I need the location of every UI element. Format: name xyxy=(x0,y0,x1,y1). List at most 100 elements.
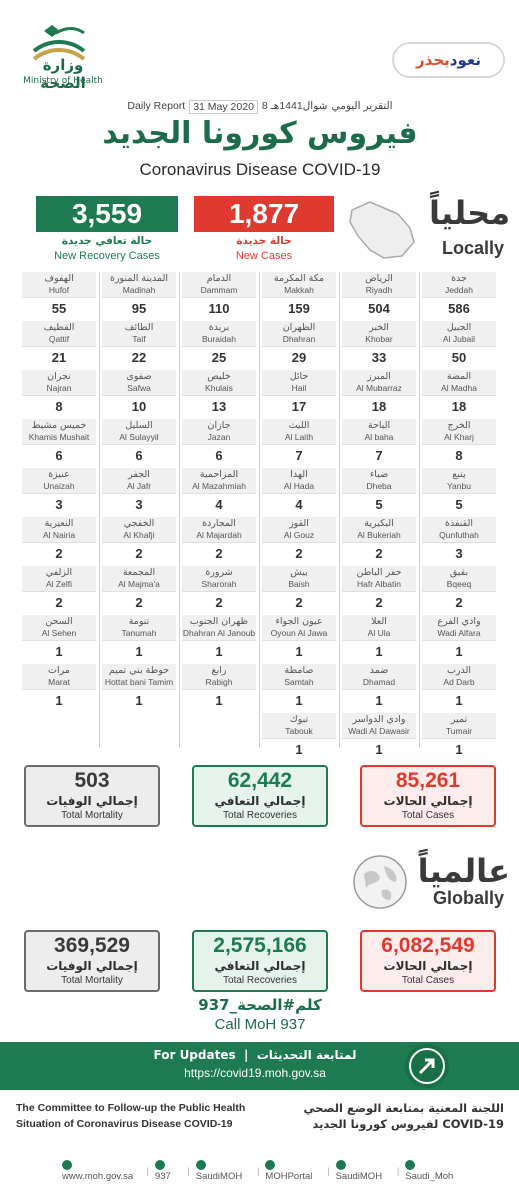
global-total-recoveries-label-ar: إجمالي التعافي xyxy=(214,959,306,973)
city-name-ar: خميس مشيط xyxy=(31,420,87,431)
city-name-ar: القطيف xyxy=(43,322,75,333)
city-name-box: مرات Marat xyxy=(22,664,96,690)
city-cell: جازان Jazan 6 xyxy=(182,419,256,468)
updates-url-link[interactable]: https://covid19.moh.gov.sa xyxy=(184,1066,326,1080)
new-cases-value: 1,877 xyxy=(194,196,334,232)
city-name-en: Khobar xyxy=(365,334,393,344)
city-name-en: Khulais xyxy=(205,383,233,393)
city-name-box: شرورة Sharorah xyxy=(182,566,256,592)
city-name-box: النعيرية Al Nairia xyxy=(22,517,96,543)
city-cell: ينبع Yanbu 5 xyxy=(422,468,496,517)
city-name-box: الدرب Ad Darb xyxy=(422,664,496,690)
city-name-en: Al Khafji xyxy=(123,530,155,540)
city-cell: المجاردة Al Majardah 2 xyxy=(182,517,256,566)
city-cell: القنفذة Qunfuthah 3 xyxy=(422,517,496,566)
city-cell: رابغ Rabigh 1 xyxy=(182,664,256,713)
portal-icon xyxy=(265,1160,276,1171)
global-total-mortality-value: 369,529 xyxy=(54,934,130,957)
city-cell: الدرب Ad Darb 1 xyxy=(422,664,496,713)
city-case-count: 1 xyxy=(455,644,463,659)
report-ar: التقرير اليومي xyxy=(331,100,393,112)
city-cell: المجمعة Al Majma'a 2 xyxy=(102,566,176,615)
saudi-map-icon xyxy=(349,201,415,259)
footer-youtube-link[interactable]: SaudiMOH xyxy=(335,1160,391,1182)
city-case-count: 29 xyxy=(291,350,307,365)
city-cell: تمير Tumair 1 xyxy=(422,713,496,762)
city-name-box: الطائف Taif xyxy=(102,321,176,347)
globally-label-en: Globally xyxy=(432,888,504,908)
city-name-en: Al Jafr xyxy=(126,481,152,491)
grid-column-divider xyxy=(99,272,100,748)
city-name-box: عنيزة Unaizah xyxy=(22,468,96,494)
city-cell: حوطة بني تميم Hottat bani Tamim 1 xyxy=(102,664,176,713)
city-case-count: 110 xyxy=(208,301,230,316)
city-name-ar: القنفذة xyxy=(445,518,473,529)
city-case-count: 1 xyxy=(215,693,223,708)
city-name-en: Hail xyxy=(291,383,307,393)
city-case-count: 2 xyxy=(295,546,303,561)
report-date-line: Daily Report 31 May 2020 8 شوال1441هـ ال… xyxy=(100,100,420,114)
city-name-ar: السحن xyxy=(45,616,73,627)
phone-icon xyxy=(154,1160,165,1171)
city-case-count: 55 xyxy=(51,301,67,316)
city-name-ar: عنيزة xyxy=(48,469,70,480)
footer-twitter-link[interactable]: SaudiMOH xyxy=(195,1160,251,1182)
city-name-box: تمير Tumair xyxy=(422,713,496,739)
city-case-count: 8 xyxy=(455,448,463,463)
city-case-count: 1 xyxy=(375,742,383,757)
global-total-recoveries-label-en: Total Recoveries xyxy=(223,975,297,986)
city-name-box: صامطة Samtah xyxy=(262,664,336,690)
city-cell: البكيرية Al Bukeriah 2 xyxy=(342,517,416,566)
city-cell: نجران Najran 8 xyxy=(22,370,96,419)
footer-sep: | xyxy=(396,1165,400,1177)
local-total-mortality-value: 503 xyxy=(74,769,110,792)
footer-website-link[interactable]: www.moh.gov.sa xyxy=(62,1160,140,1182)
footer-snapchat-link[interactable]: Saudi_Moh xyxy=(405,1160,462,1182)
city-case-count: 21 xyxy=(51,350,67,365)
new-cases-label-ar: حالة جديدة xyxy=(236,235,292,247)
city-name-box: خميس مشيط Khamis Mushait xyxy=(22,419,96,445)
city-name-en: Al baha xyxy=(364,432,394,442)
city-case-count: 586 xyxy=(448,301,470,316)
city-case-count: 6 xyxy=(55,448,63,463)
campaign-text: بحذر نعود xyxy=(400,48,497,72)
city-name-ar: شرورة xyxy=(205,567,233,578)
footer-portal-text: MOHPortal xyxy=(265,1171,313,1182)
snapchat-icon xyxy=(405,1160,416,1171)
city-case-count: 1 xyxy=(375,693,383,708)
city-name-en: Wadi Al Dawasir xyxy=(348,726,410,736)
city-case-count: 2 xyxy=(375,595,383,610)
city-cell: تبوك Tabouk 1 xyxy=(262,713,336,762)
city-case-count: 1 xyxy=(375,644,383,659)
city-name-ar: جازان xyxy=(207,420,231,431)
city-cell: القطيف Qattif 21 xyxy=(22,321,96,370)
city-case-count: 2 xyxy=(135,595,143,610)
city-name-box: ضباء Dheba xyxy=(342,468,416,494)
city-name-box: بريدة Buraidah xyxy=(182,321,256,347)
city-name-ar: الزلفي xyxy=(45,567,73,578)
globe-icon xyxy=(353,855,407,909)
city-cell: وادي الفرع Wadi Alfara 1 xyxy=(422,615,496,664)
city-name-box: حوطة بني تميم Hottat bani Tamim xyxy=(102,664,176,690)
city-name-ar: حفر الباطن xyxy=(356,567,402,578)
city-name-ar: المزاحمية xyxy=(199,469,239,480)
city-name-box: ظهران الجنوب Dhahran Al Janoub xyxy=(182,615,256,641)
city-cell: المضة Al Madha 18 xyxy=(422,370,496,419)
city-name-ar: وادي الفرع xyxy=(437,616,481,627)
city-name-box: نجران Najran xyxy=(22,370,96,396)
global-total-cases-label-en: Total Cases xyxy=(401,975,455,986)
footer-phone-link[interactable]: 937 xyxy=(154,1160,181,1182)
city-case-count: 2 xyxy=(215,546,223,561)
city-name-en: Sharorah xyxy=(201,579,237,589)
city-name-ar: المدينة المنورة xyxy=(109,273,168,284)
city-name-en: Dhahran Al Janoub xyxy=(182,628,256,638)
city-case-count: 7 xyxy=(375,448,383,463)
footer-portal-link[interactable]: MOHPortal xyxy=(265,1160,321,1182)
footer-sep: | xyxy=(187,1165,190,1177)
city-cell: صامطة Samtah 1 xyxy=(262,664,336,713)
city-cases-grid: جدة Jeddah 586 الرياض Riyadh 504 مكة المكرمة Ma… xyxy=(22,272,500,757)
city-name-ar: حائل xyxy=(289,371,309,382)
city-name-en: Al Bukeriah xyxy=(357,530,401,540)
city-name-ar: حوطة بني تميم xyxy=(108,665,170,676)
city-name-box: المضة Al Madha xyxy=(422,370,496,396)
